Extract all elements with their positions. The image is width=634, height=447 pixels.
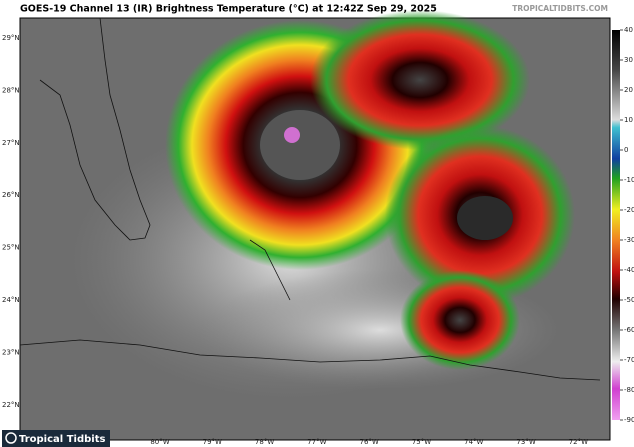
- colorbar-label: -70: [624, 356, 634, 364]
- lon-label: 76°W: [360, 438, 379, 446]
- source: TROPICALTIDBITS.COM: [512, 4, 608, 13]
- colorbar-label: -20: [624, 206, 634, 214]
- lat-label: 28°N: [2, 86, 20, 94]
- lat-label: 27°N: [2, 139, 20, 147]
- lon-label: 80°W: [150, 438, 169, 446]
- colorbar-label: 0: [624, 146, 628, 154]
- colorbar-label: 40: [624, 26, 633, 34]
- colorbar-label: 30: [624, 56, 633, 64]
- colorbar-label: 20: [624, 86, 633, 94]
- colorbar-label: -40: [624, 266, 634, 274]
- map: [19, 10, 611, 441]
- lon-label: 79°W: [203, 438, 222, 446]
- lon-label: 73°W: [516, 438, 535, 446]
- lon-label: 77°W: [307, 438, 326, 446]
- lon-label: 75°W: [412, 438, 431, 446]
- lon-label: 78°W: [255, 438, 274, 446]
- colorbar-label: -90: [624, 416, 634, 424]
- colorbar-label: -80: [624, 386, 634, 394]
- colorbar-label: -10: [624, 176, 634, 184]
- colorbar-label: -60: [624, 326, 634, 334]
- lon-label: 74°W: [464, 438, 483, 446]
- title: GOES-19 Channel 13 (IR) Brightness Tempe…: [20, 4, 437, 15]
- colorbar: [612, 30, 620, 420]
- colorbar-label: -30: [624, 236, 634, 244]
- lon-label: 72°W: [569, 438, 588, 446]
- lat-label: 24°N: [2, 296, 20, 304]
- logo-text: Tropical Tidbits: [19, 434, 105, 445]
- colorbar-label: -50: [624, 296, 634, 304]
- logo: Tropical Tidbits: [2, 430, 110, 447]
- colorbar-label: 10: [624, 116, 633, 124]
- lat-label: 26°N: [2, 191, 20, 199]
- lat-label: 23°N: [2, 348, 20, 356]
- lat-label: 29°N: [2, 34, 20, 42]
- lat-label: 25°N: [2, 244, 20, 252]
- lat-label: 22°N: [2, 401, 20, 409]
